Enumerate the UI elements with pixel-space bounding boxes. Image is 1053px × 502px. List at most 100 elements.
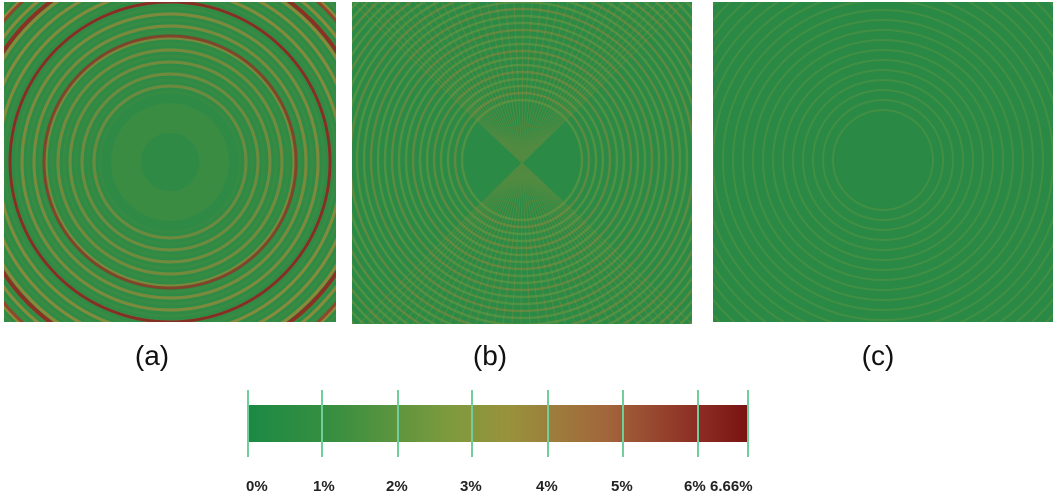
- artifact-line: [504, 2, 540, 324]
- ring: [752, 29, 1014, 291]
- artifact-line: [405, 2, 639, 324]
- artifact-line: [358, 2, 686, 324]
- ring: [50, 42, 290, 282]
- artifact-line: [430, 2, 614, 324]
- artifact-line: [421, 2, 623, 324]
- colorbar-tick: [321, 390, 323, 457]
- ring: [80, 72, 260, 252]
- colorbar-tick: [547, 390, 549, 457]
- ring: [92, 84, 248, 240]
- ring: [439, 77, 605, 243]
- ring: [432, 70, 612, 250]
- ring: [362, 2, 682, 320]
- artifact-line: [360, 2, 684, 324]
- artifact-line: [486, 2, 558, 324]
- ring: [742, 19, 1024, 301]
- artifact-line: [412, 2, 632, 324]
- artifact-line: [385, 2, 659, 324]
- ring: [369, 7, 675, 313]
- ring: [38, 30, 302, 294]
- ring: [782, 59, 984, 261]
- colorbar-tick-label: 6%: [684, 478, 706, 495]
- colorbar-tick-label: 0%: [246, 478, 268, 495]
- artifact-line: [403, 2, 641, 324]
- ring: [732, 9, 1034, 311]
- panel-a-image: [4, 2, 336, 322]
- ring: [722, 2, 1044, 321]
- panel-b-image: [352, 2, 692, 324]
- ring: [460, 98, 584, 222]
- artifact-line: [520, 2, 524, 324]
- colorbar: [248, 405, 748, 442]
- ring: [14, 6, 326, 318]
- ring: [397, 35, 647, 285]
- artifact-line: [475, 2, 569, 324]
- artifact-line: [457, 2, 587, 324]
- ring: [56, 48, 284, 276]
- ring: [68, 60, 272, 264]
- ring: [446, 84, 598, 236]
- ring: [8, 2, 332, 322]
- colorbar-tick-label: 3%: [460, 478, 482, 495]
- ring: [390, 28, 654, 292]
- ring: [44, 36, 296, 288]
- artifact-line: [513, 2, 531, 324]
- ring: [32, 24, 308, 300]
- ring: [418, 56, 626, 264]
- ring: [453, 91, 591, 229]
- ring: [762, 39, 1004, 281]
- colorbar-tick-label: 1%: [313, 478, 335, 495]
- panel-b-caption: (b): [472, 340, 508, 371]
- ring: [425, 63, 619, 257]
- artifact-line: [432, 2, 612, 324]
- artifact-line: [394, 2, 650, 324]
- ring: [98, 90, 242, 234]
- colorbar-tick: [747, 390, 749, 457]
- colorbar-tick-label: 2%: [386, 478, 408, 495]
- artifact-line: [450, 2, 594, 324]
- colorbar-tick: [622, 390, 624, 457]
- artifact-line: [376, 2, 668, 324]
- ring: [792, 69, 974, 251]
- artifact-line: [441, 2, 603, 324]
- artifact-line: [468, 2, 576, 324]
- ring: [404, 42, 640, 278]
- ring: [812, 89, 954, 231]
- ring: [772, 49, 994, 271]
- ring: [86, 78, 254, 246]
- ring: [411, 49, 633, 271]
- artifact-line: [387, 2, 657, 324]
- panel-c-caption: (c): [861, 340, 895, 371]
- artifact-line: [459, 2, 585, 324]
- artifact-line: [466, 2, 578, 324]
- artifact-line: [396, 2, 648, 324]
- ring: [42, 34, 298, 290]
- ring: [20, 12, 320, 312]
- panel-a-caption: (a): [134, 340, 170, 371]
- artifact-line: [439, 2, 605, 324]
- ring: [832, 109, 934, 211]
- artifact-line: [378, 2, 666, 324]
- artifact-line: [448, 2, 596, 324]
- ring: [802, 79, 964, 241]
- ring: [822, 99, 944, 221]
- ring: [62, 54, 278, 270]
- ring: [74, 66, 266, 258]
- colorbar-tick: [397, 390, 399, 457]
- artifact-line: [367, 2, 677, 324]
- artifact-line: [493, 2, 551, 324]
- ring: [26, 18, 314, 306]
- artifact-line: [495, 2, 549, 324]
- artifact-line: [369, 2, 675, 324]
- colorbar-tick: [247, 390, 249, 457]
- artifact-line: [414, 2, 630, 324]
- artifact-line: [423, 2, 621, 324]
- colorbar-tick-label: 4%: [536, 478, 558, 495]
- colorbar-tick: [697, 390, 699, 457]
- artifact-line: [352, 2, 692, 324]
- ring: [376, 14, 668, 306]
- colorbar-tick-label: 5%: [611, 478, 633, 495]
- artifact-line: [511, 2, 533, 324]
- artifact-line: [484, 2, 560, 324]
- ring: [111, 103, 229, 221]
